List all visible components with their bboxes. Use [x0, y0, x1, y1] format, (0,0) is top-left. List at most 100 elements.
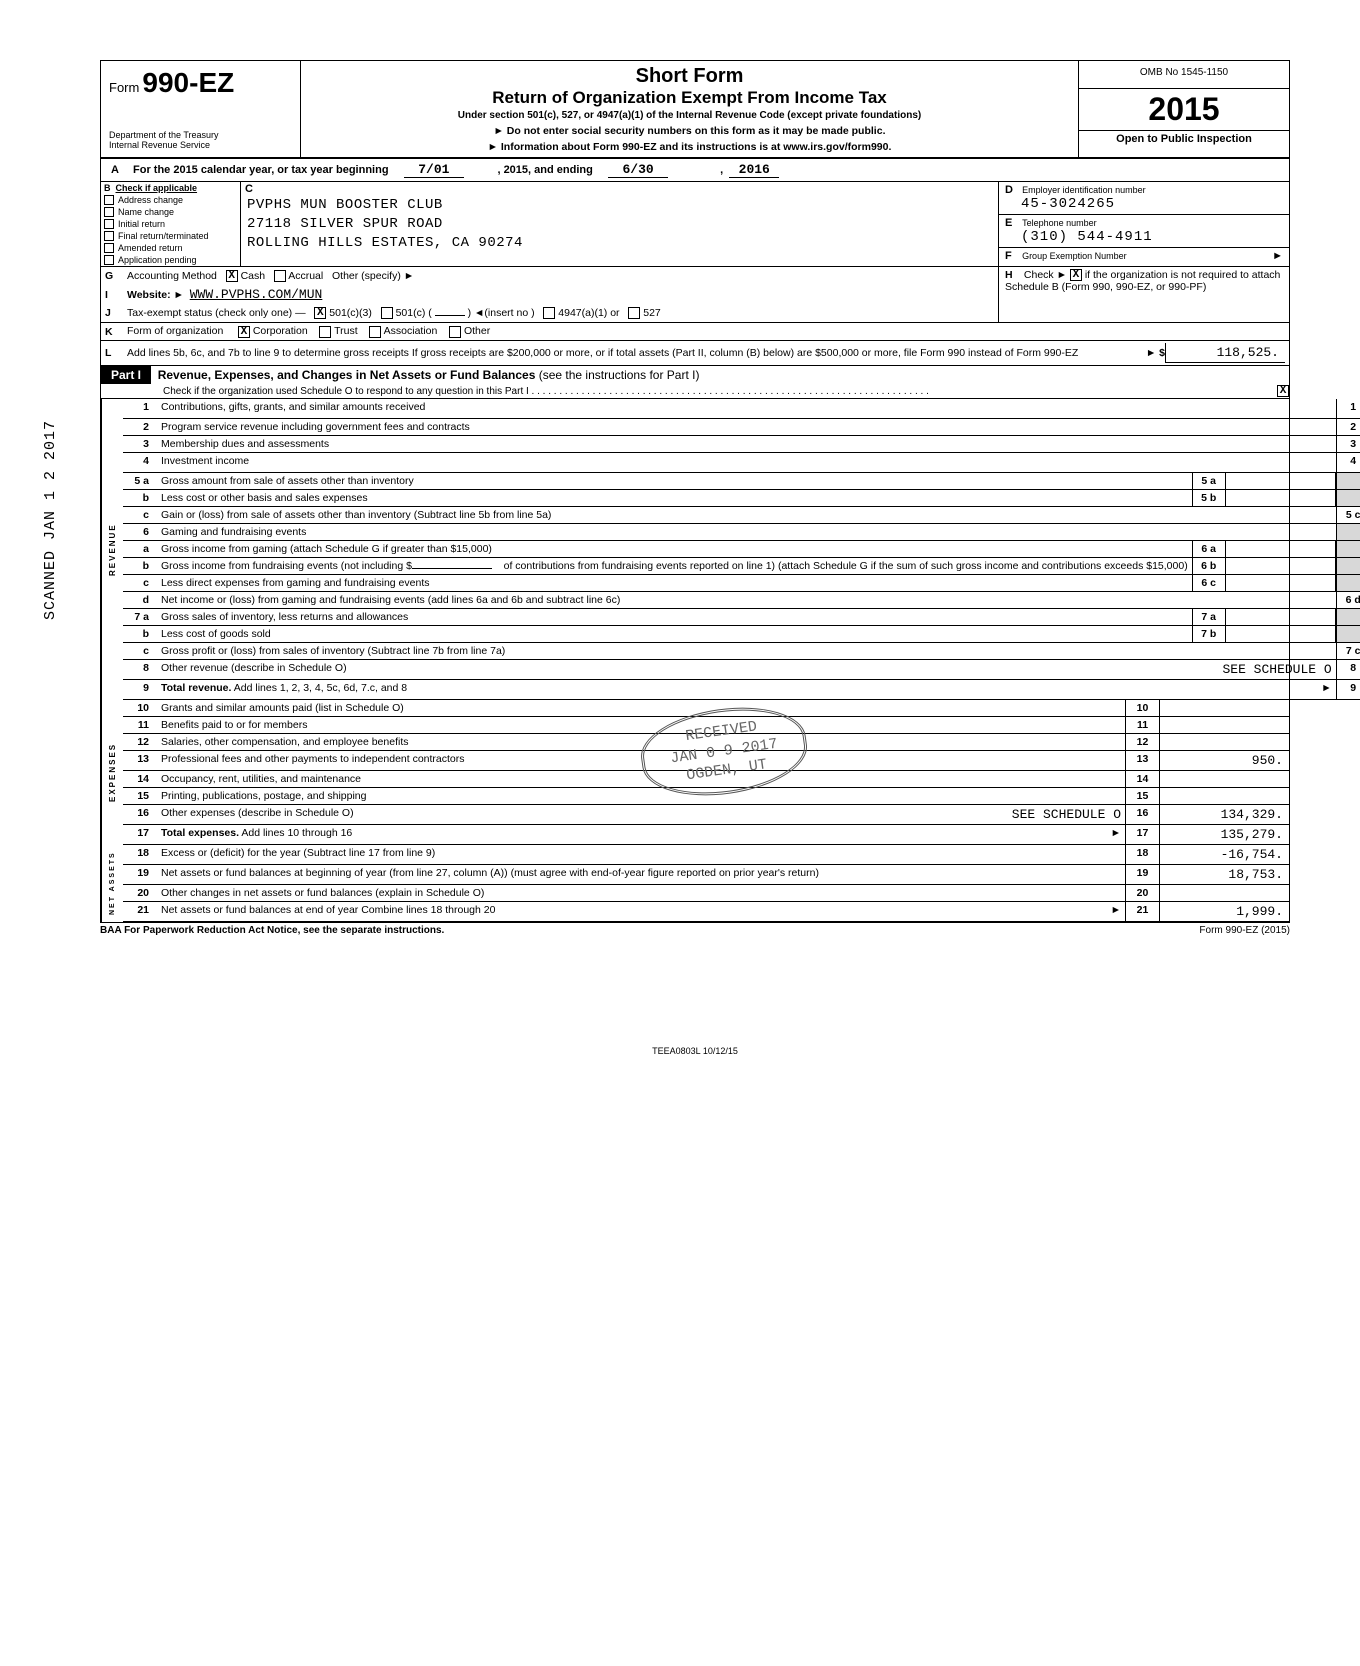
period-begin: 7/01	[404, 162, 464, 178]
line-desc: Gross income from gaming (attach Schedul…	[157, 541, 1192, 557]
line-number: b	[123, 558, 157, 574]
right-line-number	[1336, 524, 1360, 540]
line-desc: Gross sales of inventory, less returns a…	[157, 609, 1192, 625]
chk-cash[interactable]: X	[226, 270, 238, 282]
right-line-amt	[1159, 788, 1289, 804]
col-def: D Employer identification number 45-3024…	[999, 182, 1289, 266]
line-number: 10	[123, 700, 157, 716]
mid-line-number: 6 a	[1192, 541, 1226, 557]
chk-527[interactable]	[628, 307, 640, 319]
phone-value: (310) 544-4911	[1021, 229, 1283, 245]
mid-line-amt	[1226, 609, 1336, 625]
chk-corporation[interactable]: X	[238, 326, 250, 338]
table-row: 10Grants and similar amounts paid (list …	[123, 700, 1289, 717]
col-e-label: Telephone number	[1022, 218, 1097, 228]
line-number: 8	[123, 660, 157, 679]
chk-501c[interactable]	[381, 307, 393, 319]
lbl-501c3: 501(c)(3)	[329, 307, 372, 319]
part-i-label: Part I	[101, 366, 151, 384]
chk-name-change[interactable]	[104, 207, 114, 217]
chk-application-pending[interactable]	[104, 255, 114, 265]
right-line-number: 19	[1125, 865, 1159, 884]
lbl-corporation: Corporation	[253, 325, 308, 337]
right-line-amt: 950.	[1159, 751, 1289, 770]
right-line-number: 8	[1336, 660, 1360, 679]
chk-final-return[interactable]	[104, 231, 114, 241]
table-row: 6Gaming and fundraising events	[123, 524, 1360, 541]
right-line-number-shade	[1336, 609, 1360, 625]
chk-trust[interactable]	[319, 326, 331, 338]
right-line-number: 3	[1336, 436, 1360, 452]
line-number: c	[123, 575, 157, 591]
chk-initial-return[interactable]	[104, 219, 114, 229]
row-k-label: Form of organization	[127, 325, 223, 337]
right-line-number: 14	[1125, 771, 1159, 787]
chk-501c3[interactable]: X	[314, 307, 326, 319]
side-expenses: EXPENSES	[101, 700, 123, 845]
line-number: 14	[123, 771, 157, 787]
col-e-letter: E	[1005, 217, 1019, 229]
form-990ez: Form 990-EZ Department of the Treasury I…	[100, 60, 1290, 923]
line-number: 17	[123, 825, 157, 844]
mid-line-number: 6 b	[1192, 558, 1226, 574]
table-row: 8Other revenue (describe in Schedule O)S…	[123, 660, 1360, 680]
line-number: 13	[123, 751, 157, 770]
table-row: 21Net assets or fund balances at end of …	[123, 902, 1289, 922]
table-row: 17Total expenses. Add lines 10 through 1…	[123, 825, 1289, 845]
table-row: dNet income or (loss) from gaming and fu…	[123, 592, 1360, 609]
right-line-amt: 1,999.	[1159, 902, 1289, 921]
line-desc: Excess or (deficit) for the year (Subtra…	[157, 845, 1125, 864]
row-a-post: ,	[720, 164, 723, 176]
line-number: c	[123, 643, 157, 659]
row-l-letter: L	[105, 347, 127, 359]
tax-year: 2015	[1079, 89, 1289, 131]
line-number: 4	[123, 453, 157, 472]
right-line-amt: 18,753.	[1159, 865, 1289, 884]
lbl-other-method: Other (specify) ►	[332, 270, 414, 282]
block-bcdef: B Check if applicable Address change Nam…	[101, 182, 1289, 267]
line-desc: Program service revenue including govern…	[157, 419, 1336, 435]
chk-association[interactable]	[369, 326, 381, 338]
lbl-initial-return: Initial return	[118, 219, 165, 229]
col-f-label: Group Exemption Number	[1022, 251, 1127, 261]
col-f-arrow: ►	[1272, 250, 1283, 262]
table-row: 5 aGross amount from sale of assets othe…	[123, 473, 1360, 490]
chk-accrual[interactable]	[274, 270, 286, 282]
line-desc: Other expenses (describe in Schedule O)S…	[157, 805, 1125, 824]
line-desc: Gross profit or (loss) from sales of inv…	[157, 643, 1336, 659]
table-row: cGross profit or (loss) from sales of in…	[123, 643, 1360, 660]
open-to-public: Open to Public Inspection	[1079, 131, 1289, 147]
lbl-trust: Trust	[334, 325, 358, 337]
table-row: 4Investment income418.	[123, 453, 1360, 473]
row-l-text: Add lines 5b, 6c, and 7b to line 9 to de…	[127, 347, 1138, 359]
line-number: 15	[123, 788, 157, 804]
row-j-label: Tax-exempt status (check only one) —	[127, 307, 306, 319]
right-line-number: 12	[1125, 734, 1159, 750]
ein-value: 45-3024265	[1021, 196, 1283, 212]
lbl-application-pending: Application pending	[118, 255, 197, 265]
line-desc: Total expenses. Add lines 10 through 16►	[157, 825, 1125, 844]
chk-amended-return[interactable]	[104, 243, 114, 253]
right-line-number-shade	[1336, 626, 1360, 642]
table-row: bGross income from fundraising events (n…	[123, 558, 1360, 575]
chk-schedule-b-not-required[interactable]: X	[1070, 269, 1082, 281]
line-desc: Less direct expenses from gaming and fun…	[157, 575, 1192, 591]
chk-schedule-o-part-i[interactable]: X	[1277, 385, 1289, 397]
lbl-name-change: Name change	[118, 207, 174, 217]
row-j-letter: J	[105, 307, 127, 319]
line-number: 9	[123, 680, 157, 699]
footer: BAA For Paperwork Reduction Act Notice, …	[100, 923, 1290, 936]
table-row: bLess cost of goods sold7 b	[123, 626, 1360, 643]
line-number: 12	[123, 734, 157, 750]
chk-other-org[interactable]	[449, 326, 461, 338]
line-number: 6	[123, 524, 157, 540]
line-number: 1	[123, 399, 157, 418]
chk-4947a1[interactable]	[543, 307, 555, 319]
lbl-other-org: Other	[464, 325, 490, 337]
line-desc: Membership dues and assessments	[157, 436, 1336, 452]
line-number: 20	[123, 885, 157, 901]
chk-address-change[interactable]	[104, 195, 114, 205]
right-line-amt	[1159, 885, 1289, 901]
omb-number: OMB No 1545-1150	[1079, 61, 1289, 89]
line-desc: Investment income	[157, 453, 1336, 472]
